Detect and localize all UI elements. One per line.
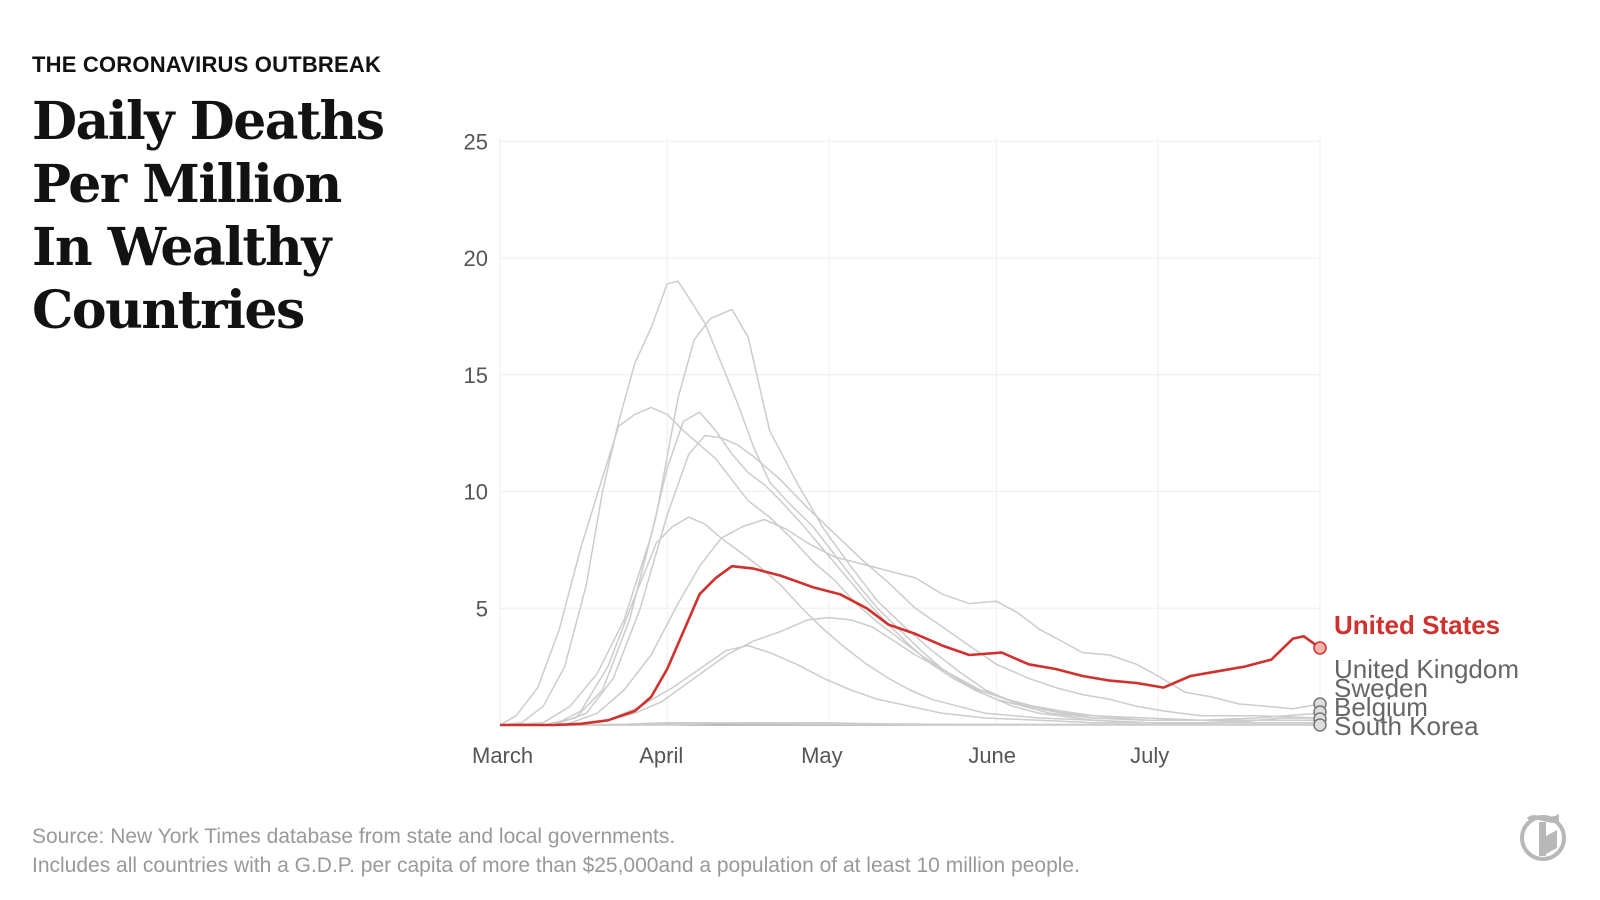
series-label-united-states: United States: [1334, 610, 1500, 640]
series-line-sweden: [500, 518, 1321, 726]
y-tick-label: 20: [464, 246, 488, 271]
title-line-3: In Wealthy: [32, 217, 331, 278]
grid: [499, 138, 1321, 725]
series-label-sweden: Sweden: [1334, 673, 1428, 703]
series-line-south-korea: [499, 723, 1320, 726]
y-tick-label: 10: [464, 480, 488, 505]
end-marker-south-korea: [1313, 718, 1327, 732]
kicker: THE CORONAVIRUS OUTBREAK: [32, 52, 382, 77]
y-tick-label: 25: [464, 129, 488, 154]
note-line: Includes all countries with a G.D.P. per…: [32, 854, 1080, 877]
x-tick-label: June: [968, 743, 1016, 768]
end-marker-united-states: [1313, 641, 1327, 655]
y-tick-label: 5: [476, 596, 488, 621]
context-series: [499, 280, 1321, 726]
title-line-2: Per Million: [32, 154, 342, 215]
source-note: Source: New York Times database from sta…: [32, 822, 1080, 880]
page-title: Daily Deaths Per Million In Wealthy Coun…: [32, 90, 412, 342]
end-labels: United States United KingdomSwedenBelgium…: [1313, 610, 1519, 741]
y-tick-label: 15: [464, 363, 488, 388]
series-line-france: [499, 411, 1320, 726]
title-line-4: Countries: [32, 280, 305, 341]
series-label-south-korea: South Korea: [1334, 711, 1479, 741]
series-line-united-kingdom: [500, 434, 1321, 726]
title-line-1: Daily Deaths: [32, 91, 385, 152]
x-tick-label: March: [472, 743, 533, 768]
series-line-germany: [500, 644, 1320, 726]
source-line: Source: New York Times database from sta…: [32, 825, 676, 848]
highlight-series: [500, 564, 1321, 727]
series-label-belgium: Belgium: [1334, 692, 1428, 722]
series-label-united-kingdom: United Kingdom: [1334, 654, 1519, 684]
series-line-italy: [499, 406, 1320, 726]
series-line-spain: [499, 280, 1320, 726]
series-line-belgium: [500, 308, 1321, 726]
series-line-canada: [500, 616, 1320, 726]
x-tick-label: July: [1130, 743, 1169, 768]
x-tick-label: May: [801, 743, 843, 768]
x-tick-label: April: [639, 743, 683, 768]
series-line-united-states: [500, 564, 1321, 727]
axes: 5 10 15 20 25 March April May June July: [464, 129, 1320, 768]
nyt-t-logo-icon: [1520, 814, 1566, 861]
